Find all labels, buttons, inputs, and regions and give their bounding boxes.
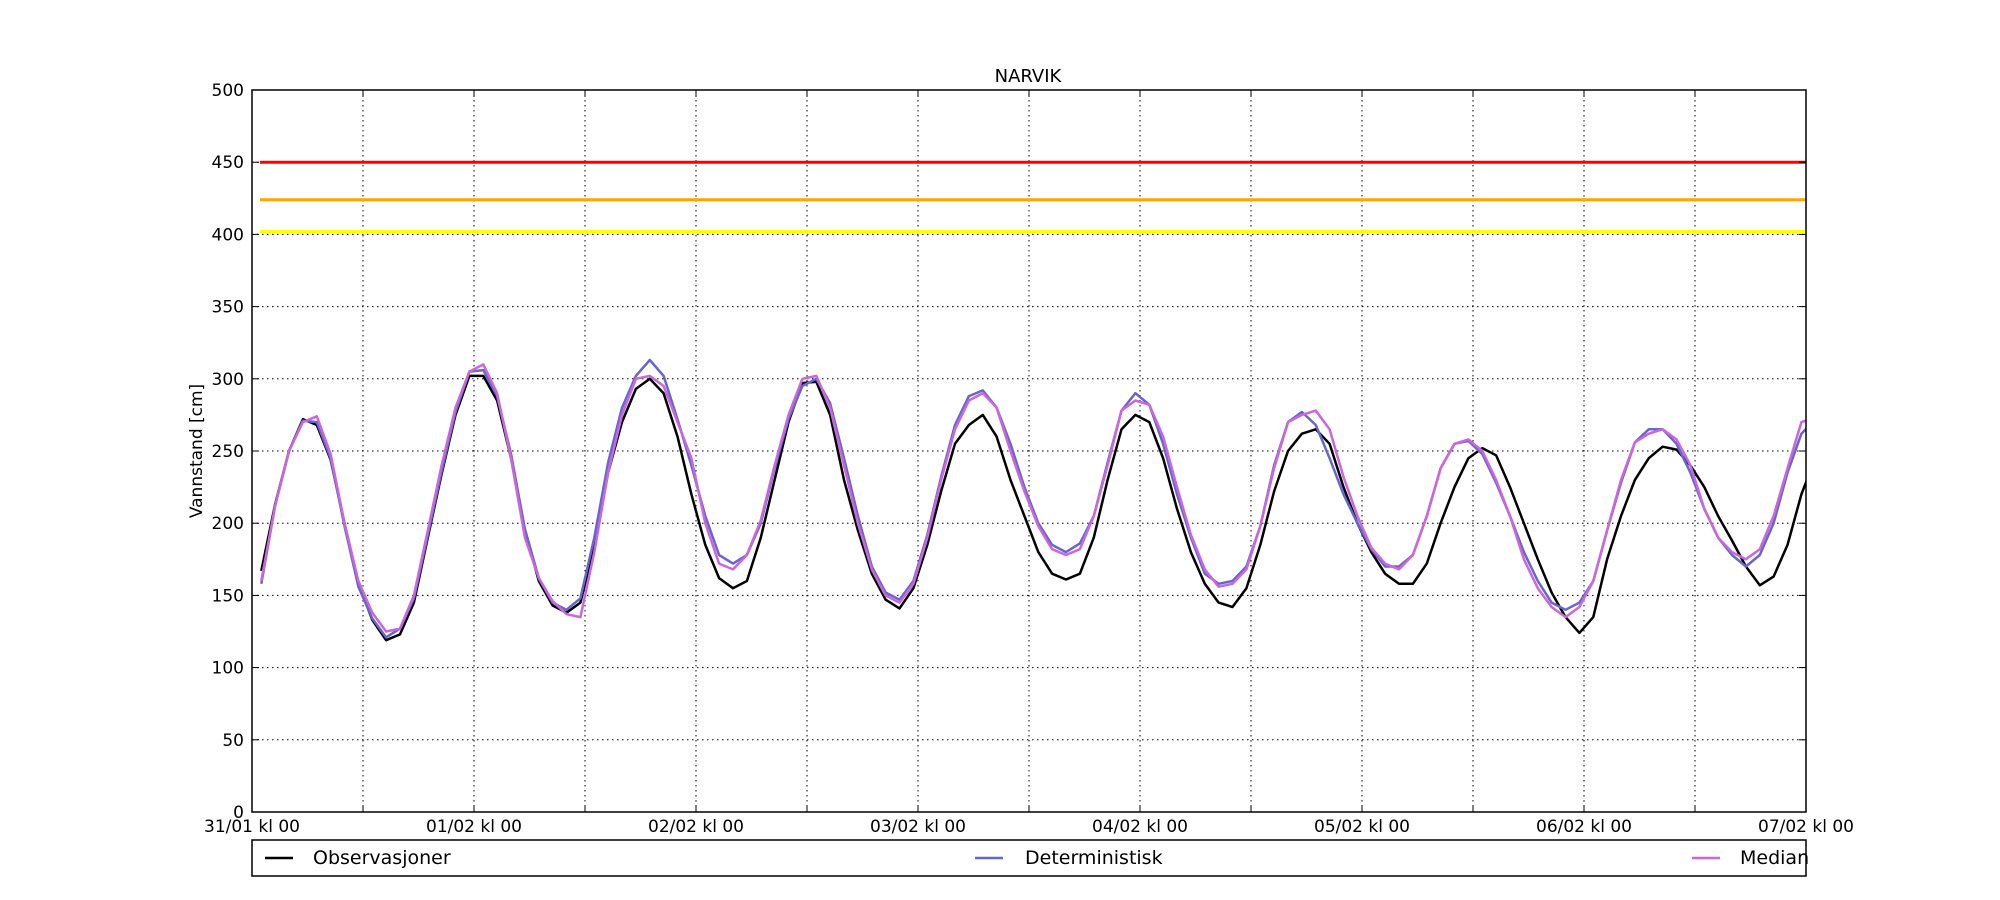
x-tick-label: 02/02 kl 00 [648,817,744,837]
y-tick-label: 500 [212,81,244,101]
legend-label: Median [1740,847,1809,869]
y-tick-label: 100 [212,659,244,679]
y-tick-label: 0 [233,803,244,823]
legend-label: Deterministisk [1025,847,1163,869]
x-tick-label: 05/02 kl 00 [1314,817,1410,837]
x-tick-label: 03/02 kl 00 [870,817,966,837]
y-tick-label: 200 [212,514,244,534]
y-tick-label: 300 [212,370,244,390]
y-tick-label: 450 [212,153,244,173]
legend: Observasjoner Deterministisk Median [251,839,1809,877]
x-tick-label: 04/02 kl 00 [1092,817,1188,837]
x-axis: 31/01 kl 00 01/02 kl 00 02/02 kl 00 03/02 k… [204,90,1854,837]
y-axis-label: Vannstand [cm] [187,384,207,518]
series-line-median [260,363,1806,633]
y-tick-label: 50 [222,731,244,751]
data-series [260,358,1806,642]
y-tick-label: 400 [212,225,244,245]
y-tick-label: 150 [212,586,244,606]
y-axis: 0 50 100 150 200 250 300 350 400 450 500 [212,81,1806,823]
legend-label: Observasjoner [313,847,451,869]
threshold-lines [260,160,1806,234]
y-tick-label: 250 [212,442,244,462]
x-tick-label: 01/02 kl 00 [426,817,522,837]
x-tick-label: 06/02 kl 00 [1536,817,1632,837]
y-tick-label: 350 [212,298,244,318]
series-line-observasjoner [260,374,1806,642]
chart-title: NARVIK [995,66,1063,87]
x-tick-label: 31/01 kl 00 [204,817,300,837]
legend-frame [251,839,1807,877]
x-tick-label: 07/02 kl 00 [1758,817,1854,837]
